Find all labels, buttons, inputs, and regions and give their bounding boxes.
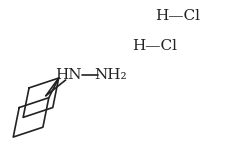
Text: H—Cl: H—Cl <box>155 9 200 23</box>
Text: H—Cl: H—Cl <box>132 39 177 53</box>
Text: NH₂: NH₂ <box>94 68 126 82</box>
Text: HN: HN <box>55 68 82 82</box>
